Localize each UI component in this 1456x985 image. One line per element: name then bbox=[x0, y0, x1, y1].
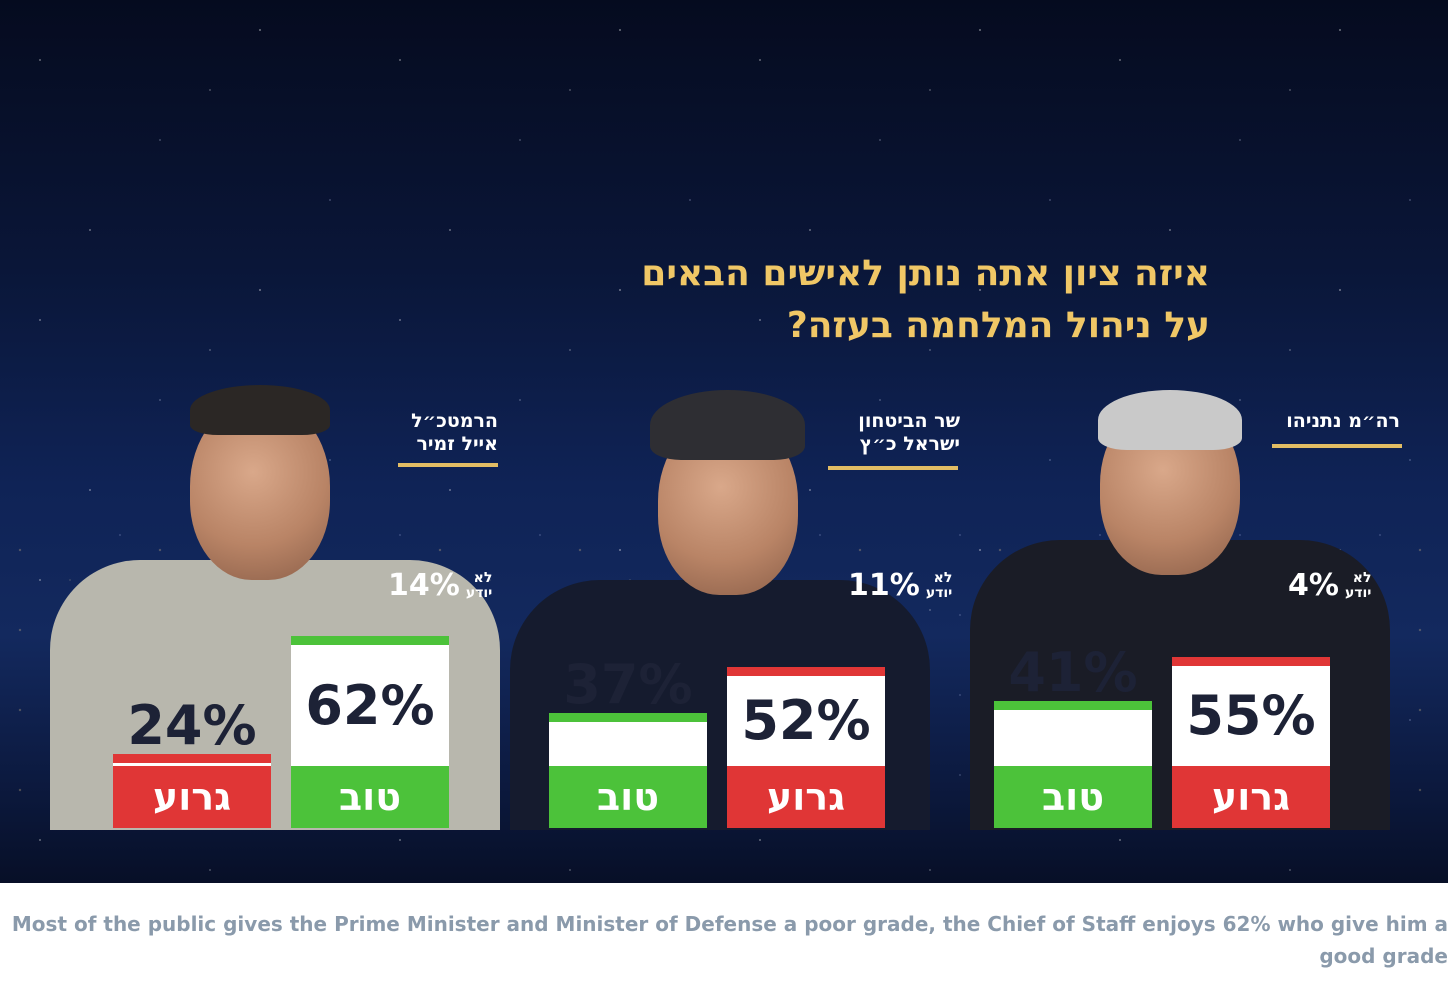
zamir-name-underline bbox=[398, 463, 498, 467]
bar-grade-label: טוב bbox=[994, 766, 1152, 828]
bar-grade-label: גרוע bbox=[113, 766, 271, 828]
katz-name-underline bbox=[828, 466, 958, 470]
zamir-dont-know: לא יודע 14% bbox=[388, 568, 492, 603]
katz-name-line-1: שר הביטחון bbox=[858, 410, 960, 432]
bar-grade-label: טוב bbox=[549, 766, 707, 828]
bar-fill bbox=[113, 763, 271, 766]
bar-grade-label: טוב bbox=[291, 766, 449, 828]
dont-know-label: לא יודע bbox=[925, 569, 953, 601]
bar-value-label: 52% bbox=[741, 689, 871, 752]
bar-fill bbox=[291, 645, 449, 766]
bar-top-strip bbox=[549, 713, 707, 722]
zamir-name: הרמטכ״ל אייל זמיר bbox=[300, 410, 498, 456]
netanyahu-name: רה״מ נתניהו bbox=[1200, 410, 1400, 433]
zamir-bad-bar: גרוע 24% bbox=[113, 694, 271, 828]
title-line-1: איזה ציון אתה נותן לאישים הבאים bbox=[641, 253, 1210, 294]
chart-title: איזה ציון אתה נותן לאישים הבאים על ניהול… bbox=[420, 248, 1210, 352]
netanyahu-bad-bar: גרוע 55% bbox=[1172, 657, 1330, 828]
dont-know-value: 11% bbox=[848, 568, 920, 603]
caption: Most of the public gives the Prime Minis… bbox=[11, 912, 1448, 968]
bar-top-strip bbox=[113, 754, 271, 763]
bar-value-label: 37% bbox=[563, 653, 693, 716]
bar-fill bbox=[1172, 666, 1330, 766]
title-line-2: על ניהול המלחמה בעזה? bbox=[786, 305, 1210, 346]
zamir-hair bbox=[190, 385, 330, 435]
bar-value-label: 41% bbox=[1008, 641, 1138, 704]
bar-top-strip bbox=[994, 701, 1152, 710]
dont-know-label: לא יודע bbox=[465, 569, 493, 601]
katz-dont-know: לא יודע 11% bbox=[848, 568, 952, 603]
bar-grade-label: גרוע bbox=[727, 766, 885, 828]
dont-know-label: לא יודע bbox=[1344, 569, 1372, 601]
katz-good-bar: טוב 37% bbox=[549, 653, 707, 828]
zamir-name-line-1: הרמטכ״ל bbox=[411, 410, 498, 432]
bar-top-strip bbox=[291, 636, 449, 645]
bar-value-label: 62% bbox=[305, 673, 435, 737]
dont-know-value: 14% bbox=[388, 568, 460, 603]
bar-value-label: 24% bbox=[127, 694, 257, 757]
katz-bad-bar: גרוע 52% bbox=[727, 667, 885, 828]
bar-top-strip bbox=[727, 667, 885, 676]
katz-hair bbox=[650, 390, 805, 460]
bar-fill bbox=[994, 710, 1152, 766]
bar-value-label: 55% bbox=[1186, 684, 1316, 747]
bar-fill bbox=[727, 676, 885, 766]
zamir-name-line-2: אייל זמיר bbox=[416, 433, 498, 455]
zamir-good-bar: טוב 62% bbox=[291, 636, 449, 828]
katz-name-line-2: ישראל כ״ץ bbox=[859, 433, 960, 455]
netanyahu-good-bar: טוב 41% bbox=[994, 641, 1152, 828]
netanyahu-dont-know: לא יודע 4% bbox=[1288, 568, 1371, 603]
bar-grade-label: גרוע bbox=[1172, 766, 1330, 828]
netanyahu-name-line-1: רה״מ נתניהו bbox=[1286, 410, 1400, 432]
netanyahu-name-underline bbox=[1272, 444, 1402, 448]
katz-name: שר הביטחון ישראל כ״ץ bbox=[750, 410, 960, 456]
bar-top-strip bbox=[1172, 657, 1330, 666]
bar-fill bbox=[549, 722, 707, 766]
dont-know-value: 4% bbox=[1288, 568, 1339, 603]
poll-graphic: איזה ציון אתה נותן לאישים הבאים על ניהול… bbox=[0, 0, 1448, 883]
netanyahu-hair bbox=[1098, 390, 1242, 450]
